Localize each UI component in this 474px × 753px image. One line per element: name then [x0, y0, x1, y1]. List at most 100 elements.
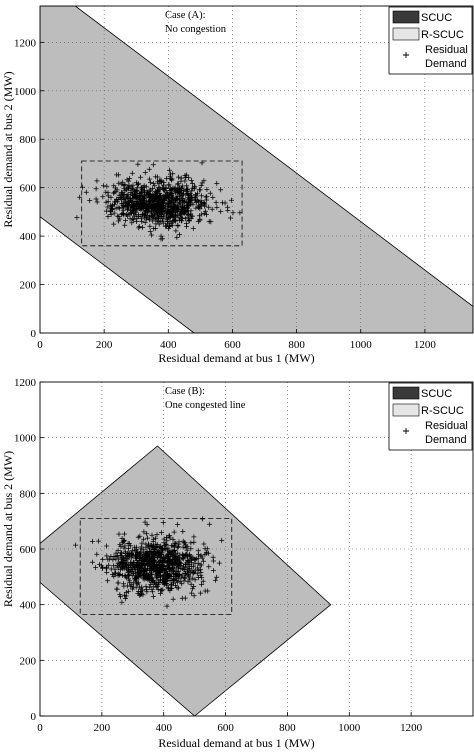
scatter-point: [174, 234, 180, 240]
scatter-point: [170, 200, 176, 206]
y-tick-label: 600: [20, 183, 37, 195]
scatter-point: [167, 167, 172, 173]
y-tick-label: 200: [20, 655, 37, 667]
scatter-point: [151, 546, 157, 552]
scatter-point: [104, 208, 109, 214]
scatter-point: [214, 180, 220, 186]
scatter-point: [168, 204, 174, 210]
scatter-point: [157, 202, 163, 208]
scatter-point: [145, 565, 151, 571]
scatter-point: [93, 196, 99, 202]
scatter-point: [138, 197, 144, 203]
scatter-point: [94, 178, 100, 184]
scatter-point: [110, 557, 116, 563]
scatter-point: [189, 188, 195, 194]
scatter-point: [110, 571, 116, 577]
scatter-point: [173, 228, 179, 234]
scatter-point: [140, 592, 146, 598]
scatter-point: [114, 586, 120, 592]
scatter-point: [151, 195, 157, 201]
scatter-point: [134, 559, 140, 565]
scatter-point: [154, 193, 160, 199]
scatter-point: [203, 194, 209, 200]
scatter-point: [124, 565, 130, 570]
x-tick-label: 400: [160, 339, 177, 351]
case-annotation: Case (B):: [165, 386, 205, 397]
scatter-point: [144, 531, 150, 537]
scatter-point: [147, 584, 153, 590]
scatter-point: [119, 179, 125, 185]
scatter-point: [210, 194, 216, 200]
scatter-point: [129, 170, 135, 176]
scatter-point: [186, 566, 192, 572]
scatter-point: [161, 182, 166, 188]
scatter-point: [186, 217, 192, 223]
scatter-point: [184, 188, 190, 194]
scatter-point: [167, 190, 173, 196]
scatter-point: [178, 175, 184, 181]
scatter-point: [134, 544, 139, 550]
scatter-point: [118, 594, 123, 600]
scatter-point: [181, 191, 187, 197]
scatter-point: [213, 200, 219, 205]
scatter-point: [186, 198, 192, 204]
scatter-point: [114, 172, 120, 178]
scatter-point: [137, 555, 143, 561]
scatter-point: [199, 180, 205, 186]
scatter-point: [120, 207, 126, 213]
scatter-point: [116, 214, 122, 219]
scatter-point: [148, 562, 154, 568]
scatter-point: [135, 581, 141, 587]
scatter-point: [147, 187, 153, 193]
y-axis-label: Residual demand at bus 2 (MW): [1, 451, 15, 607]
scatter-point: [185, 572, 191, 578]
scatter-point: [146, 198, 152, 204]
scatter-point: [135, 182, 141, 188]
scatter-point: [170, 536, 176, 542]
scatter-point: [194, 565, 200, 571]
scatter-point: [145, 551, 151, 557]
legend-label-residual: Residual: [425, 44, 468, 56]
scatter-point: [162, 197, 167, 203]
scatter-point: [168, 213, 174, 219]
scatter-point: [93, 565, 99, 571]
scatter-point: [196, 575, 201, 580]
scatter-point: [177, 560, 183, 565]
scatter-point: [131, 563, 137, 569]
scatter-point: [191, 593, 197, 599]
scatter-point: [201, 201, 207, 207]
scatter-point: [155, 193, 161, 199]
scatter-point: [130, 552, 136, 558]
scatter-point: [108, 212, 114, 217]
scatter-point: [171, 529, 177, 535]
scatter-point: [109, 207, 115, 212]
scatter-point: [127, 550, 133, 556]
scatter-point: [174, 572, 180, 578]
chart-panel-bottom: 0 200 400 600 800 1000 1200 0 200 400 600 800 1000 12…: [1, 377, 474, 750]
scatter-point: [124, 207, 130, 213]
scatter-point: [142, 193, 148, 199]
scatter-point: [190, 563, 196, 569]
scatter-point: [176, 571, 182, 577]
scatter-point: [177, 197, 183, 203]
scatter-point: [182, 216, 188, 222]
scatter-point: [201, 541, 207, 547]
scatter-point: [149, 213, 155, 219]
scatter-point: [113, 550, 119, 556]
legend-swatch-rscuc: [392, 27, 420, 41]
scatter-point: [165, 221, 170, 227]
scatter-point: [140, 205, 146, 211]
scatter-point: [164, 571, 170, 576]
scatter-point: [183, 571, 189, 577]
scatter-point: [162, 566, 168, 572]
scatter-point: [156, 203, 162, 208]
scatter-point: [155, 550, 161, 556]
scatter-point: [126, 554, 131, 559]
scatter-point: [140, 568, 146, 574]
scatter-point: [190, 213, 195, 219]
scatter-point: [180, 183, 185, 189]
scatter-point: [168, 214, 174, 220]
scatter-point: [130, 217, 136, 223]
scatter-point: [214, 574, 220, 580]
scatter-point: [111, 221, 117, 227]
